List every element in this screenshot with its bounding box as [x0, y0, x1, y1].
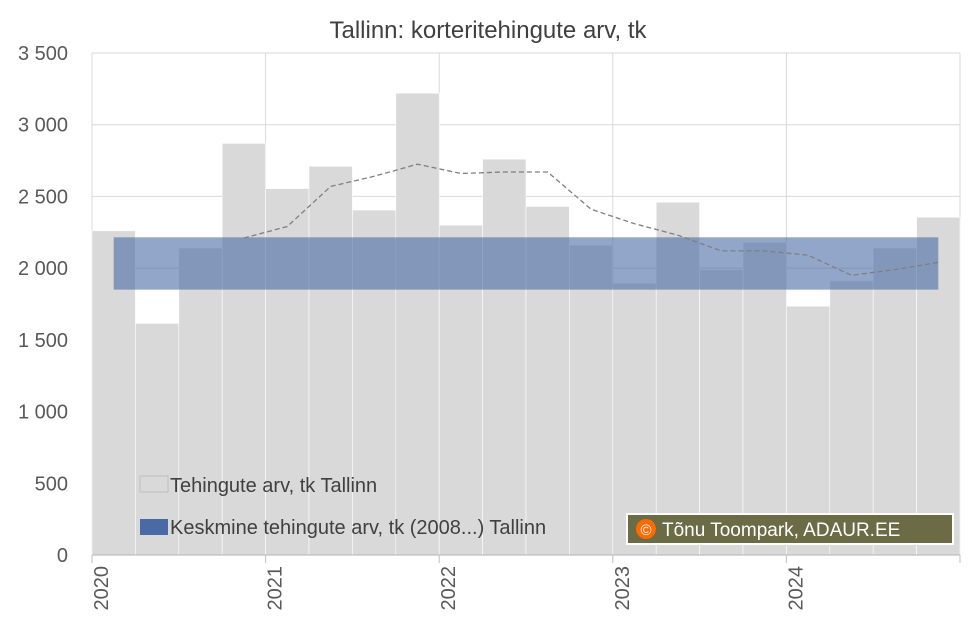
x-tick-labels: 2020 2021 2022 2023 2024 [91, 566, 807, 611]
credit-badge: © Tõnu Toompark, ADAUR.EE [626, 513, 954, 545]
legend-swatch-bars [139, 475, 169, 493]
bar [872, 247, 917, 556]
bar [612, 282, 657, 556]
x-tick-label: 2020 [91, 566, 113, 611]
bar [699, 269, 744, 556]
copyright-symbol: © [640, 522, 651, 539]
bar [569, 244, 614, 556]
bar [178, 247, 223, 556]
legend-swatch-band [140, 519, 168, 535]
y-tick-label: 1 500 [18, 330, 68, 352]
x-tick-label: 2022 [438, 566, 460, 611]
x-tick-label: 2023 [612, 566, 634, 611]
x-tick-label: 2024 [785, 566, 807, 611]
average-band-rect [113, 237, 939, 290]
copyright-icon [636, 519, 656, 539]
x-tick-label: 2021 [265, 566, 287, 611]
credit-background [626, 513, 954, 545]
legend: Tehingute arv, tk Tallinn Keskmine tehin… [139, 475, 546, 539]
chart-title: Tallinn: korteritehingute arv, tk [329, 17, 647, 44]
y-tick-label: 2 000 [18, 258, 68, 280]
bar [829, 280, 874, 556]
credit-text: Tõnu Toompark, ADAUR.EE [662, 520, 900, 541]
y-tick-labels: 0 500 1 000 1 500 2 000 2 500 3 000 3 500 [18, 43, 68, 567]
bar [482, 158, 527, 556]
bar [395, 92, 440, 556]
legend-label-band: Keskmine tehingute arv, tk (2008...) Tal… [170, 517, 546, 539]
bar [135, 323, 180, 556]
y-tick-label: 500 [35, 473, 68, 495]
y-tick-label: 1 000 [18, 402, 68, 424]
y-tick-label: 3 000 [18, 115, 68, 137]
legend-item-bars: Tehingute arv, tk Tallinn [139, 475, 377, 497]
legend-label-bars: Tehingute arv, tk Tallinn [170, 475, 377, 497]
y-tick-label: 2 500 [18, 186, 68, 208]
bar-series [91, 92, 961, 556]
legend-item-band: Keskmine tehingute arv, tk (2008...) Tal… [140, 517, 546, 539]
average-band [113, 237, 939, 290]
axes [91, 554, 961, 563]
bar [742, 242, 787, 556]
y-tick-label: 0 [57, 545, 68, 567]
y-tick-label: 3 500 [18, 43, 68, 65]
